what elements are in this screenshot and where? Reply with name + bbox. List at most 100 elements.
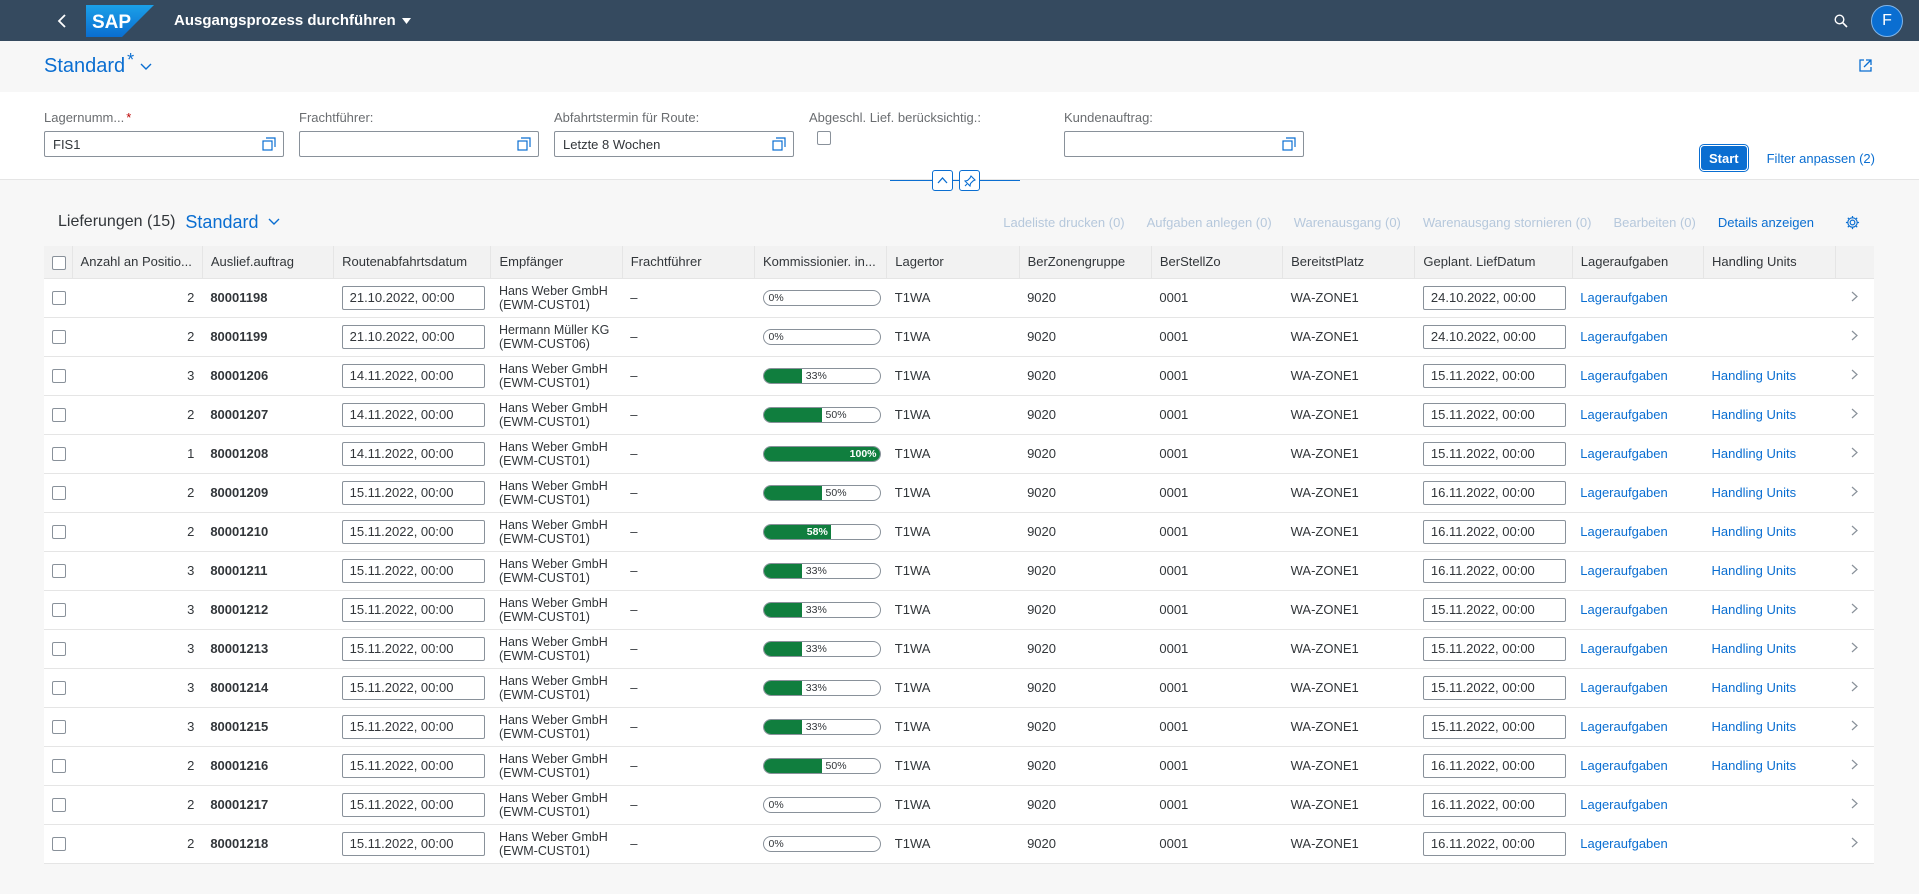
lageraufgaben-link[interactable]: Lageraufgaben — [1580, 836, 1668, 851]
handling-units-link[interactable]: Handling Units — [1711, 446, 1797, 461]
route-date-field[interactable]: 21.10.2022, 00:00 — [341, 285, 485, 310]
row-nav-cell[interactable] — [1835, 785, 1874, 825]
row-nav-cell[interactable] — [1835, 434, 1874, 474]
table-row[interactable]: 2 80001210 15.11.2022, 00:00 Hans Weber … — [44, 512, 1874, 552]
collapse-header-button[interactable] — [932, 170, 953, 191]
route-date-field[interactable]: 15.11.2022, 00:00 — [341, 636, 485, 661]
row-nav-cell[interactable] — [1835, 512, 1874, 552]
row-checkbox[interactable] — [52, 603, 66, 618]
edit-button[interactable]: Bearbeiten (0) — [1613, 214, 1696, 230]
lageraufgaben-link[interactable]: Lageraufgaben — [1580, 797, 1668, 812]
row-checkbox[interactable] — [52, 564, 66, 579]
route-date-field[interactable]: 15.11.2022, 00:00 — [341, 675, 485, 700]
table-row[interactable]: 3 80001211 15.11.2022, 00:00 Hans Weber … — [44, 551, 1874, 591]
row-checkbox[interactable] — [52, 837, 66, 852]
route-date-field[interactable]: 15.11.2022, 00:00 — [341, 792, 485, 817]
column-header-stellzone[interactable]: BerStellZo — [1151, 246, 1284, 279]
table-row[interactable]: 3 80001215 15.11.2022, 00:00 Hans Weber … — [44, 707, 1874, 747]
row-nav-cell[interactable] — [1835, 551, 1874, 591]
route-date-field[interactable]: 15.11.2022, 00:00 — [341, 519, 485, 544]
liefdatum-field[interactable]: 16.11.2022, 00:00 — [1422, 519, 1566, 544]
user-avatar[interactable]: F — [1871, 4, 1903, 37]
table-row[interactable]: 2 80001199 21.10.2022, 00:00 Hermann Mül… — [44, 317, 1874, 357]
liefdatum-field[interactable]: 15.11.2022, 00:00 — [1422, 675, 1566, 700]
row-nav-cell[interactable] — [1835, 668, 1874, 708]
lageraufgaben-link[interactable]: Lageraufgaben — [1580, 524, 1668, 539]
row-checkbox[interactable] — [52, 291, 66, 306]
row-checkbox[interactable] — [52, 486, 66, 501]
show-details-button[interactable]: Details anzeigen — [1717, 214, 1814, 230]
column-header-anzahl[interactable]: Anzahl an Positio... — [72, 246, 203, 279]
liefdatum-field[interactable]: 16.11.2022, 00:00 — [1422, 831, 1566, 856]
lageraufgaben-link[interactable]: Lageraufgaben — [1580, 641, 1668, 656]
lageraufgaben-link[interactable]: Lageraufgaben — [1580, 368, 1668, 383]
search-button[interactable] — [1825, 5, 1857, 37]
lageraufgaben-link[interactable]: Lageraufgaben — [1580, 290, 1668, 305]
handling-units-link[interactable]: Handling Units — [1711, 407, 1797, 422]
route-date-field[interactable]: 15.11.2022, 00:00 — [341, 480, 485, 505]
sap-logo[interactable]: SAP — [86, 4, 154, 37]
value-help-icon[interactable] — [261, 136, 277, 152]
pin-header-button[interactable] — [959, 170, 980, 191]
handling-units-link[interactable]: Handling Units — [1711, 758, 1797, 773]
table-row[interactable]: 2 80001209 15.11.2022, 00:00 Hans Weber … — [44, 473, 1874, 513]
column-header-bereitstplatz[interactable]: BereitstPlatz — [1282, 246, 1416, 279]
lageraufgaben-link[interactable]: Lageraufgaben — [1580, 407, 1668, 422]
handling-units-link[interactable]: Handling Units — [1711, 485, 1797, 500]
row-nav-cell[interactable] — [1835, 356, 1874, 396]
route-date-field[interactable]: 14.11.2022, 00:00 — [341, 363, 485, 388]
variant-selector[interactable]: Standard * — [44, 50, 152, 78]
liefdatum-field[interactable]: 24.10.2022, 00:00 — [1422, 285, 1566, 310]
lageraufgaben-link[interactable]: Lageraufgaben — [1580, 329, 1668, 344]
row-checkbox[interactable] — [52, 681, 66, 696]
table-row[interactable]: 2 80001207 14.11.2022, 00:00 Hans Weber … — [44, 395, 1874, 435]
value-help-icon[interactable] — [1281, 136, 1297, 152]
lageraufgaben-link[interactable]: Lageraufgaben — [1580, 563, 1668, 578]
create-tasks-button[interactable]: Aufgaben anlegen (0) — [1146, 214, 1272, 230]
frachtfuehrer-input[interactable] — [299, 131, 539, 157]
handling-units-link[interactable]: Handling Units — [1711, 524, 1797, 539]
handling-units-link[interactable]: Handling Units — [1711, 680, 1797, 695]
table-row[interactable]: 2 80001216 15.11.2022, 00:00 Hans Weber … — [44, 746, 1874, 786]
abgeschl-checkbox[interactable] — [817, 131, 831, 145]
row-nav-cell[interactable] — [1835, 278, 1874, 318]
column-header-handling-units[interactable]: Handling Units — [1703, 246, 1837, 279]
row-nav-cell[interactable] — [1835, 824, 1874, 864]
share-button[interactable] — [1858, 58, 1873, 76]
back-button[interactable] — [44, 3, 80, 39]
row-nav-cell[interactable] — [1835, 629, 1874, 669]
liefdatum-field[interactable]: 16.11.2022, 00:00 — [1422, 480, 1566, 505]
route-date-field[interactable]: 21.10.2022, 00:00 — [341, 324, 485, 349]
liefdatum-field[interactable]: 16.11.2022, 00:00 — [1422, 558, 1566, 583]
lageraufgaben-link[interactable]: Lageraufgaben — [1580, 602, 1668, 617]
row-checkbox[interactable] — [52, 525, 66, 540]
row-nav-cell[interactable] — [1835, 473, 1874, 513]
liefdatum-field[interactable]: 15.11.2022, 00:00 — [1422, 441, 1566, 466]
liefdatum-field[interactable]: 15.11.2022, 00:00 — [1422, 597, 1566, 622]
column-header-zonengruppe[interactable]: BerZonengruppe — [1019, 246, 1152, 279]
liefdatum-field[interactable]: 24.10.2022, 00:00 — [1422, 324, 1566, 349]
handling-units-link[interactable]: Handling Units — [1711, 602, 1797, 617]
route-date-field[interactable]: 14.11.2022, 00:00 — [341, 441, 485, 466]
row-nav-cell[interactable] — [1835, 317, 1874, 357]
value-help-icon[interactable] — [771, 136, 787, 152]
table-row[interactable]: 3 80001212 15.11.2022, 00:00 Hans Weber … — [44, 590, 1874, 630]
row-nav-cell[interactable] — [1835, 746, 1874, 786]
route-date-field[interactable]: 15.11.2022, 00:00 — [341, 714, 485, 739]
lagernummer-input[interactable]: FIS1 — [44, 131, 284, 157]
handling-units-link[interactable]: Handling Units — [1711, 368, 1797, 383]
column-header-frachtfuehrer[interactable]: Frachtführer — [622, 246, 756, 279]
app-title[interactable]: Ausgangsprozess durchführen — [174, 12, 411, 29]
column-header-empfaenger[interactable]: Empfänger — [490, 246, 623, 279]
liefdatum-field[interactable]: 15.11.2022, 00:00 — [1422, 636, 1566, 661]
select-all-checkbox[interactable] — [52, 255, 66, 270]
row-nav-cell[interactable] — [1835, 590, 1874, 630]
table-variant-selector[interactable]: Standard — [185, 212, 280, 233]
row-nav-cell[interactable] — [1835, 707, 1874, 747]
adapt-filters-link[interactable]: Filter anpassen (2) — [1766, 150, 1875, 166]
liefdatum-field[interactable]: 15.11.2022, 00:00 — [1422, 714, 1566, 739]
table-row[interactable]: 3 80001206 14.11.2022, 00:00 Hans Weber … — [44, 356, 1874, 396]
lageraufgaben-link[interactable]: Lageraufgaben — [1580, 719, 1668, 734]
table-row[interactable]: 2 80001198 21.10.2022, 00:00 Hans Weber … — [44, 278, 1874, 318]
row-checkbox[interactable] — [52, 798, 66, 813]
